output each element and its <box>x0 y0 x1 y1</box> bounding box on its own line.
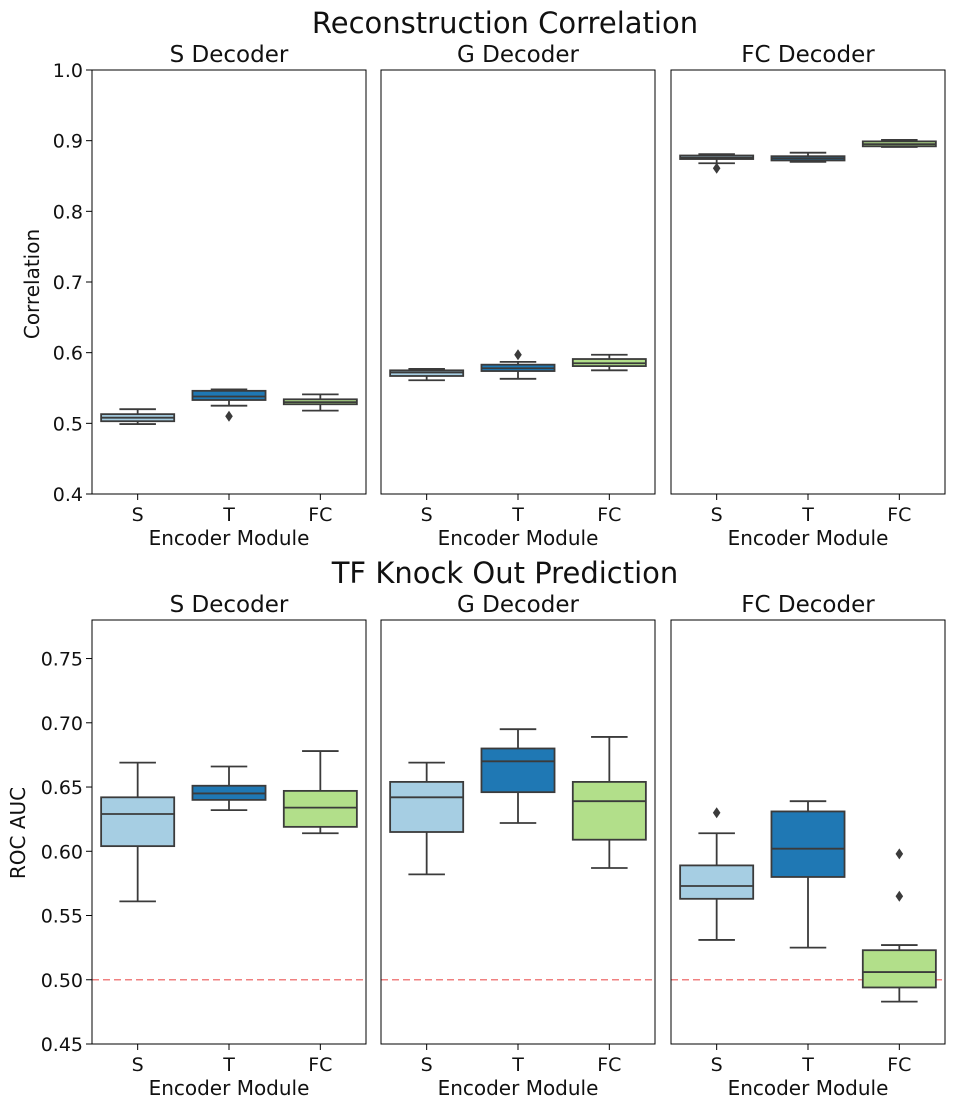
outlier-point <box>225 410 233 422</box>
x-tick-label: S <box>132 504 144 526</box>
box-t <box>191 765 267 812</box>
box-fc <box>571 736 647 869</box>
panel-s-decoder: S Decoder S T FC 0.45 0.50 0.55 0.60 0.65 0.70 0.… <box>41 592 367 1100</box>
box-t <box>770 800 846 949</box>
box-s <box>100 761 176 903</box>
y-axis-label: ROC AUC <box>6 787 30 879</box>
y-tick-label: 1.0 <box>53 60 83 82</box>
x-tick-label: T <box>511 504 524 526</box>
plot-area: S T FC 0.4 0.5 0.6 0.7 0.8 0.9 1.0 <box>53 60 367 526</box>
y-axis-label: Correlation <box>20 229 44 339</box>
x-axis-label: Encoder Module <box>438 526 599 550</box>
y-tick-label: 0.8 <box>53 201 83 223</box>
x-tick-label: T <box>801 1054 814 1076</box>
x-tick-label: S <box>711 1054 723 1076</box>
panel-title: S Decoder <box>170 592 289 618</box>
panel-s-decoder: S Decoder S T FC 0.4 0.5 0.6 0.7 0.8 0.9 1.0 Enco… <box>53 42 367 550</box>
panel-title: FC Decoder <box>741 42 875 68</box>
plot-area: S T FC <box>670 619 946 1076</box>
box-fc <box>861 848 937 1003</box>
plot-area: S T FC 0.45 0.50 0.55 0.60 0.65 0.70 0.75 <box>41 619 367 1076</box>
y-tick-label: 0.4 <box>53 484 83 506</box>
y-tick-label: 0.6 <box>53 343 83 365</box>
x-tick-label: S <box>421 504 433 526</box>
box-s <box>679 153 755 174</box>
y-tick-label: 0.65 <box>41 777 83 799</box>
box-t <box>480 349 556 380</box>
panel-fc-decoder: FC Decoder S T FC Encoder Module <box>670 592 946 1100</box>
x-tick-label: S <box>421 1054 433 1076</box>
box-body <box>480 747 556 794</box>
x-axis-label: Encoder Module <box>438 1076 599 1100</box>
x-tick-label: T <box>801 504 814 526</box>
y-tick-label: 0.50 <box>41 970 83 992</box>
box-body <box>282 789 358 828</box>
panel-g-decoder: G Decoder S T FC Encoder Module <box>380 592 656 1100</box>
row-title: Reconstruction Correlation <box>312 6 698 40</box>
row-title: TF Knock Out Prediction <box>331 556 679 590</box>
box-fc <box>282 393 358 412</box>
x-tick-label: FC <box>597 504 621 526</box>
panel-title: G Decoder <box>457 42 579 68</box>
x-tick-label: FC <box>308 1054 332 1076</box>
outlier-point <box>895 890 904 902</box>
box-s <box>389 761 465 876</box>
box-fc <box>861 139 937 148</box>
y-tick-label: 0.70 <box>41 713 83 735</box>
panel-title: G Decoder <box>457 592 579 618</box>
panel-title: FC Decoder <box>741 592 875 618</box>
box-t <box>770 151 846 163</box>
outlier-point <box>712 162 721 174</box>
x-tick-label: T <box>222 504 235 526</box>
plot-area: S T FC <box>380 69 656 526</box>
x-tick-label: S <box>711 504 723 526</box>
box-s <box>100 408 176 425</box>
x-tick-label: T <box>511 1054 524 1076</box>
x-tick-label: T <box>222 1054 235 1076</box>
y-tick-label: 0.9 <box>53 131 83 153</box>
box-body <box>770 810 846 878</box>
y-tick-label: 0.60 <box>41 841 83 863</box>
x-tick-label: FC <box>887 504 911 526</box>
outlier-point <box>514 349 522 361</box>
box-body <box>100 796 176 848</box>
x-axis-label: Encoder Module <box>149 1076 310 1100</box>
box-body <box>861 949 937 989</box>
box-t <box>480 728 556 824</box>
panel-g-decoder: G Decoder S T FC Encoder Module <box>380 42 656 550</box>
box-fc <box>282 750 358 835</box>
box-s <box>679 807 755 941</box>
box-s <box>389 368 465 382</box>
panel-fc-decoder: FC Decoder S T FC Encoder Module <box>670 42 946 550</box>
plot-area: S T FC <box>380 619 656 1076</box>
row-reconstruction-correlation: Reconstruction Correlation Correlation S… <box>20 6 946 550</box>
y-tick-label: 0.7 <box>53 272 83 294</box>
y-tick-label: 0.45 <box>41 1034 83 1056</box>
plot-area: S T FC <box>670 69 946 526</box>
y-tick-label: 0.75 <box>41 649 83 671</box>
box-t <box>191 388 267 422</box>
x-tick-label: S <box>132 1054 144 1076</box>
y-tick-label: 0.5 <box>53 413 83 435</box>
y-tick-label: 0.55 <box>41 906 83 928</box>
box-body <box>191 389 267 401</box>
row-tf-knock-out-prediction: TF Knock Out Prediction ROC AUC S Decode… <box>6 556 946 1100</box>
outlier-point <box>895 848 904 860</box>
box-body <box>571 780 647 841</box>
x-tick-label: FC <box>597 1054 621 1076</box>
box-fc <box>571 353 647 372</box>
x-tick-label: FC <box>308 504 332 526</box>
panel-title: S Decoder <box>170 42 289 68</box>
x-axis-label: Encoder Module <box>149 526 310 550</box>
box-body <box>389 780 465 833</box>
x-axis-label: Encoder Module <box>728 1076 889 1100</box>
x-tick-label: FC <box>887 1054 911 1076</box>
box-body <box>679 864 755 900</box>
x-axis-label: Encoder Module <box>728 526 889 550</box>
outlier-point <box>712 807 721 819</box>
